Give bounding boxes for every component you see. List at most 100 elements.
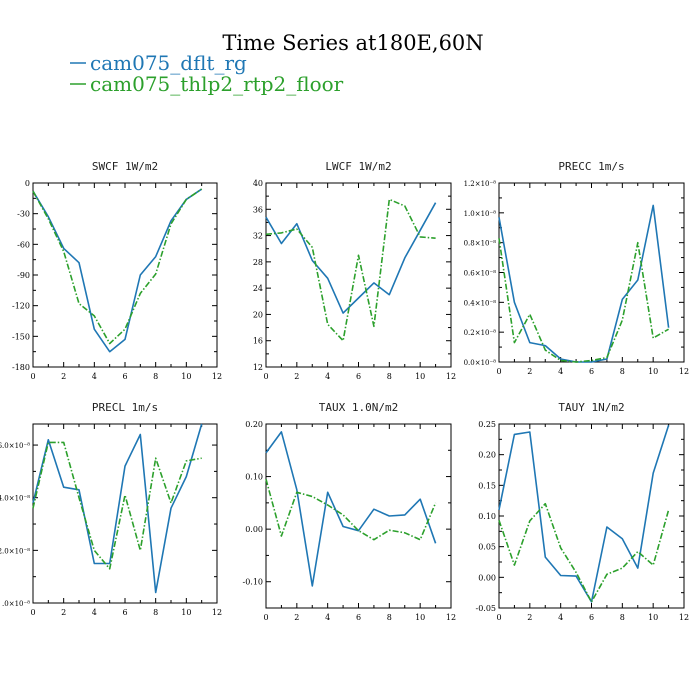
panel-tauy: TAUY 1N/m2 0 2 4 6 8 10 12 -0.05 0.00 0.05 0.10 0.15… [475,401,689,622]
y-tick-label-lwcf: 32 [253,232,263,241]
y-tick-label-precl: 6.0×10⁻⁸ [0,442,30,450]
y-tick-label-precc: 1.2×10⁻⁸ [464,180,497,188]
x-tick-label-lwcf: 4 [325,372,330,381]
x-tick-label-lwcf: 6 [356,372,361,381]
x-tick-label-swcf: 12 [212,372,222,381]
y-tick-label-swcf: -150 [12,332,30,341]
panel-swcf: SWCF 1W/m2 0 2 4 6 8 10 12 0 -30 -60 -90 -120 -150 -18… [12,160,222,381]
panel-title-precc: PRECC 1m/s [558,160,624,173]
legend-label-dflt: cam075_dflt_rg [90,51,247,75]
series-line-lwcf-floor [265,198,436,342]
y-tick-label-lwcf: 16 [253,337,263,346]
panel-title-tauy: TAUY 1N/m2 [558,401,624,414]
x-tick-label-taux: 10 [415,613,425,622]
legend: cam075_dflt_rg cam075_thlp2_rtp2_floor [70,51,344,96]
figure-title: Time Series at180E,60N [222,31,483,55]
y-tick-label-precl: .0×10⁻⁸ [2,600,30,608]
x-tick-label-precl: 0 [30,608,35,617]
series-line-lwcf-dflt [265,202,437,314]
x-tick-label-precc: 0 [496,367,501,376]
series-line-taux-dflt [265,431,437,587]
x-tick-label-taux: 4 [325,613,330,622]
y-tick-label-lwcf: 24 [253,284,263,293]
series-line-swcf-floor [32,188,203,345]
panel-precl: PRECL 1m/s 0 2 4 6 8 10 12 .0×10⁻⁸ 2.0×10⁻⁸ 4.0×10… [0,401,222,617]
x-tick-label-tauy: 12 [679,613,689,622]
y-tick-label-precl: 4.0×10⁻⁸ [0,495,30,503]
x-tick-label-tauy: 4 [558,613,563,622]
x-tick-label-lwcf: 8 [387,372,392,381]
panel-title-taux: TAUX 1.0N/m2 [319,401,398,414]
panel-title-lwcf: LWCF 1W/m2 [325,160,391,173]
x-tick-label-taux: 6 [356,613,361,622]
y-tick-label-precc: 0.4×10⁻⁸ [464,299,497,307]
x-tick-label-swcf: 6 [122,372,127,381]
x-tick-label-swcf: 4 [92,372,97,381]
x-tick-label-swcf: 10 [181,372,191,381]
y-tick-label-swcf: -30 [17,210,30,219]
y-tick-label-lwcf: 40 [253,179,263,188]
y-tick-label-tauy: 0.15 [478,481,496,490]
x-tick-label-precl: 2 [61,608,66,617]
y-tick-label-tauy: 0.20 [478,451,496,460]
x-tick-label-precl: 12 [212,608,222,617]
y-tick-label-lwcf: 36 [253,205,263,214]
x-tick-label-tauy: 0 [496,613,501,622]
x-tick-label-taux: 2 [294,613,299,622]
y-tick-label-lwcf: 12 [253,363,263,372]
series-line-swcf-dflt [32,188,203,353]
panels: SWCF 1W/m20 2 4 6 8 10 120-30-60-90-120-150-18… [0,160,689,622]
series-line-precl-dflt [32,423,203,594]
x-tick-label-swcf: 8 [153,372,158,381]
x-tick-label-taux: 12 [446,613,456,622]
series-line-precc-dflt [498,204,670,363]
x-tick-label-lwcf: 0 [263,372,268,381]
series-line-tauy-dflt [498,424,670,603]
y-tick-label-tauy: -0.05 [475,604,496,613]
y-tick-label-tauy: 0.00 [478,573,496,582]
x-tick-label-taux: 0 [263,613,268,622]
series-line-precc-floor [498,238,670,363]
y-tick-label-taux: 0.10 [245,473,263,482]
y-tick-label-precc: 0.6×10⁻⁸ [464,270,497,278]
y-tick-label-tauy: 0.25 [478,420,496,429]
plot-frame-precl [32,423,218,604]
series-line-tauy-floor [498,502,670,603]
y-tick-label-precl: 2.0×10⁻⁸ [0,547,30,555]
x-tick-label-lwcf: 12 [446,372,456,381]
y-tick-label-swcf: 0 [25,179,30,188]
y-tick-label-swcf: -60 [17,240,30,249]
y-tick-label-taux: -0.10 [242,578,263,587]
x-tick-label-precc: 12 [679,367,689,376]
y-tick-label-taux: 0.00 [245,525,263,534]
plot-frame-lwcf [265,182,452,368]
legend-label-floor: cam075_thlp2_rtp2_floor [90,72,344,96]
x-tick-label-tauy: 6 [589,613,594,622]
y-tick-label-precc: 0.8×10⁻⁸ [464,240,497,248]
y-tick-label-swcf: -120 [12,302,30,311]
y-tick-label-lwcf: 20 [253,310,263,319]
y-tick-label-taux: 0.20 [245,420,263,429]
x-tick-label-precc: 4 [558,367,563,376]
y-tick-label-lwcf: 28 [253,258,263,267]
y-tick-label-swcf: -180 [12,363,30,372]
x-tick-label-tauy: 2 [527,613,532,622]
series-line-precl-floor [32,441,202,570]
x-tick-label-tauy: 8 [620,613,625,622]
y-tick-label-swcf: -90 [17,271,30,280]
panel-precc: PRECC 1m/s 0 2 4 6 8 10 12 0.0×10⁻⁸ 0.2×10⁻⁸ 0.4×1… [464,160,690,376]
x-tick-label-precl: 10 [181,608,191,617]
panel-title-precl: PRECL 1m/s [92,401,158,414]
x-tick-label-lwcf: 10 [415,372,425,381]
plot-frame-tauy [498,423,685,609]
x-tick-label-swcf: 0 [30,372,35,381]
panel-title-swcf: SWCF 1W/m2 [92,160,158,173]
y-tick-label-precc: 0.2×10⁻⁸ [464,329,497,337]
y-tick-label-precc: 1.0×10⁻⁸ [464,210,497,218]
x-tick-label-lwcf: 2 [294,372,299,381]
x-tick-label-precc: 8 [620,367,625,376]
series-line-taux-floor [265,478,437,541]
x-tick-label-precl: 6 [122,608,127,617]
x-tick-label-precc: 6 [589,367,594,376]
